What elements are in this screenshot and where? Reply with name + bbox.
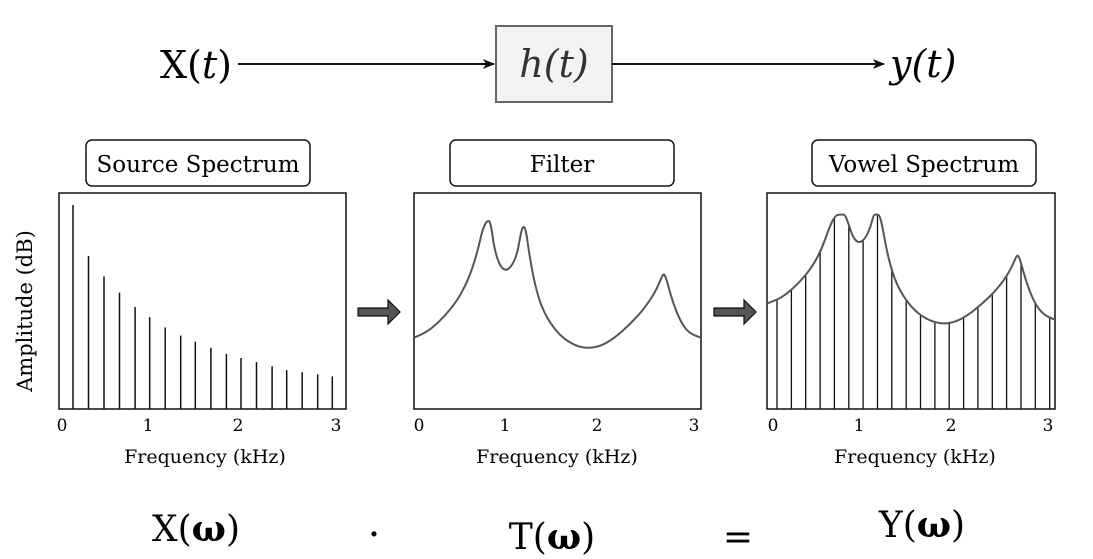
panel-title-vowel: Vowel Spectrum — [828, 152, 1019, 178]
vowel-xtick-2: 2 — [946, 416, 957, 436]
filter-plot-frame — [413, 192, 702, 410]
source-xtick-1: 1 — [143, 416, 154, 436]
vowel-xtick-1: 1 — [854, 416, 865, 436]
source-spectrum-harmonics — [72, 205, 334, 409]
filter-xtick-3: 3 — [689, 416, 700, 436]
panel-title-filter: Filter — [530, 152, 595, 178]
equation-dot: · — [368, 512, 381, 558]
panel-title-box-vowel — [811, 139, 1037, 187]
panel-title-box-source — [85, 139, 311, 187]
equation-lhs: X(ω) — [152, 508, 240, 550]
block-arrow-filter-to-vowel — [713, 298, 757, 326]
vowel-plot-frame — [766, 192, 1056, 410]
filter-x-axis-label: Frequency (kHz) — [476, 446, 638, 468]
panel-title-box-filter — [449, 139, 675, 187]
equation-equals: = — [723, 517, 753, 558]
source-plot-frame — [58, 192, 347, 410]
filter-xtick-2: 2 — [592, 416, 603, 436]
filter-xtick-0: 0 — [414, 416, 425, 436]
system-label: h(t) — [519, 42, 588, 86]
equation-mid: T(ω) — [509, 516, 595, 558]
equation-rhs: Y(ω) — [878, 504, 965, 546]
source-xtick-3: 3 — [331, 416, 342, 436]
input-signal-label: X(t) — [160, 43, 232, 87]
y-axis-label: Amplitude (dB) — [13, 230, 37, 393]
source-xtick-0: 0 — [57, 416, 68, 436]
filter-curve — [413, 220, 702, 349]
source-xtick-2: 2 — [233, 416, 244, 436]
filter-xtick-1: 1 — [500, 416, 511, 436]
vowel-xtick-3: 3 — [1043, 416, 1054, 436]
filter-envelope — [413, 220, 702, 349]
block-arrow-source-to-filter — [357, 298, 401, 326]
panel-title-source: Source Spectrum — [96, 152, 299, 178]
vowel-x-axis-label: Frequency (kHz) — [834, 446, 996, 468]
source-x-axis-label: Frequency (kHz) — [124, 446, 286, 468]
vowel-spectrum-harmonics — [766, 213, 1056, 409]
output-signal-label: y(t) — [888, 42, 956, 86]
vowel-xtick-0: 0 — [768, 416, 779, 436]
vowel-envelope-curve — [766, 213, 1056, 325]
